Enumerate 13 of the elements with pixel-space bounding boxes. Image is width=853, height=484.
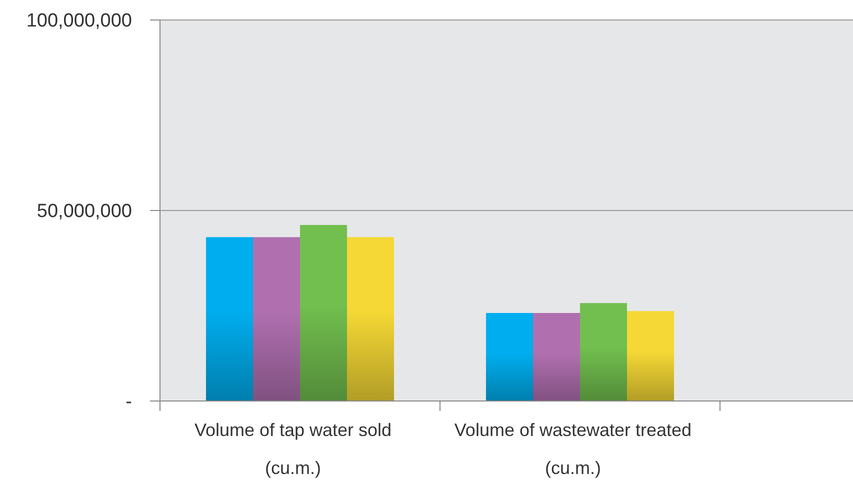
bar	[300, 224, 347, 401]
bar	[627, 311, 674, 401]
bar	[347, 237, 394, 401]
y-tick-label: -	[126, 392, 132, 413]
bar	[486, 312, 533, 401]
y-tick-label: 100,000,000	[26, 10, 132, 32]
bar	[253, 237, 300, 401]
x-tick-label: Volume of wastewater treated (cu.m.)	[454, 420, 692, 478]
y-tick-label: 50,000,000	[36, 201, 132, 222]
bar	[533, 312, 580, 401]
x-tick-label: Volume of tap water sold (cu.m.)	[194, 420, 392, 478]
bar	[206, 237, 253, 401]
bar	[580, 303, 627, 401]
